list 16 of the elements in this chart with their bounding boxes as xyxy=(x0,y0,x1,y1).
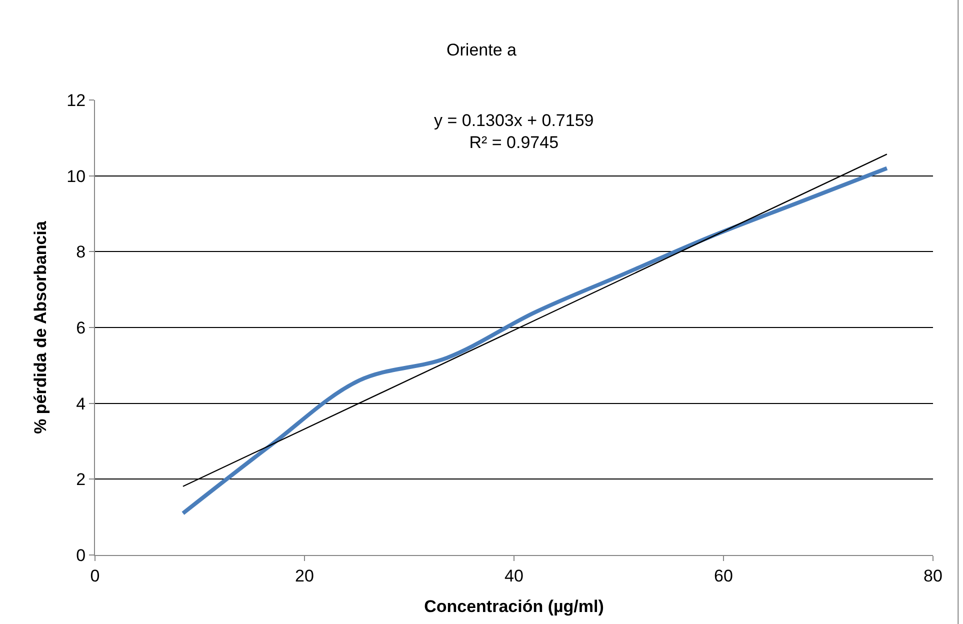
x-tick-label: 60 xyxy=(714,566,733,586)
x-tick-label: 20 xyxy=(295,566,314,586)
y-tick-label: 12 xyxy=(66,90,86,110)
x-tick-label: 40 xyxy=(504,566,524,586)
y-tick-label: 8 xyxy=(76,242,86,262)
chart-title: Oriente a xyxy=(446,40,517,60)
y-tick-label: 6 xyxy=(76,318,86,338)
x-tick-label: 0 xyxy=(90,566,100,586)
annotation: y = 0.1303x + 0.7159 R² = 0.9745 xyxy=(434,111,594,152)
y-tick-label: 2 xyxy=(76,470,86,490)
y-axis-title: % pérdida de Absorbancia xyxy=(31,220,50,434)
y-tick-label: 10 xyxy=(66,166,86,186)
y-tick-label: 0 xyxy=(76,546,86,565)
x-axis-title: Concentración (µg/ml) xyxy=(424,596,604,616)
y-tick-label: 4 xyxy=(76,394,86,414)
x-tick-label: 80 xyxy=(924,566,942,586)
